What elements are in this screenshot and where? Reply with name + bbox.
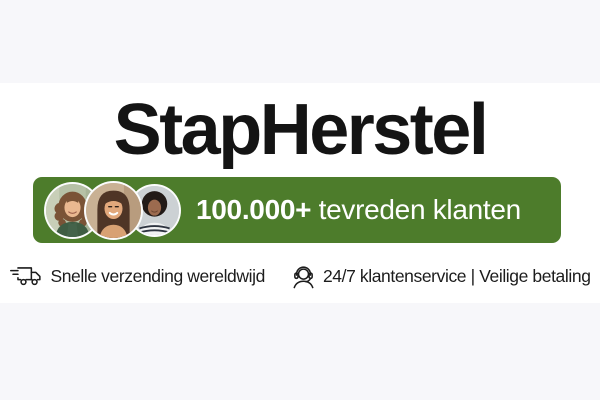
usp-bar: Snelle verzending wereldwijd 24/7 klante… — [0, 259, 600, 293]
brand-title: StapHerstel — [113, 90, 489, 170]
customer-avatar-2 — [84, 180, 143, 240]
headset-support-icon — [291, 263, 316, 290]
customer-count-label: tevreden klanten — [318, 194, 522, 225]
usp-label-shipping: Snelle verzending wereldwijd — [50, 265, 265, 286]
usp-item-shipping: Snelle verzending wereldwijd — [9, 263, 265, 289]
social-proof-text: 100.000+ tevreden klanten — [196, 194, 521, 226]
social-proof-banner: 100.000+ tevreden klanten — [33, 177, 561, 243]
shipping-truck-icon — [9, 263, 43, 289]
usp-label-service: 24/7 klantenservice | Veilige betaling — [322, 265, 591, 286]
usp-item-service: 24/7 klantenservice | Veilige betaling — [291, 263, 591, 290]
customer-count: 100.000+ — [196, 194, 312, 225]
customer-avatar-stack — [44, 180, 181, 240]
